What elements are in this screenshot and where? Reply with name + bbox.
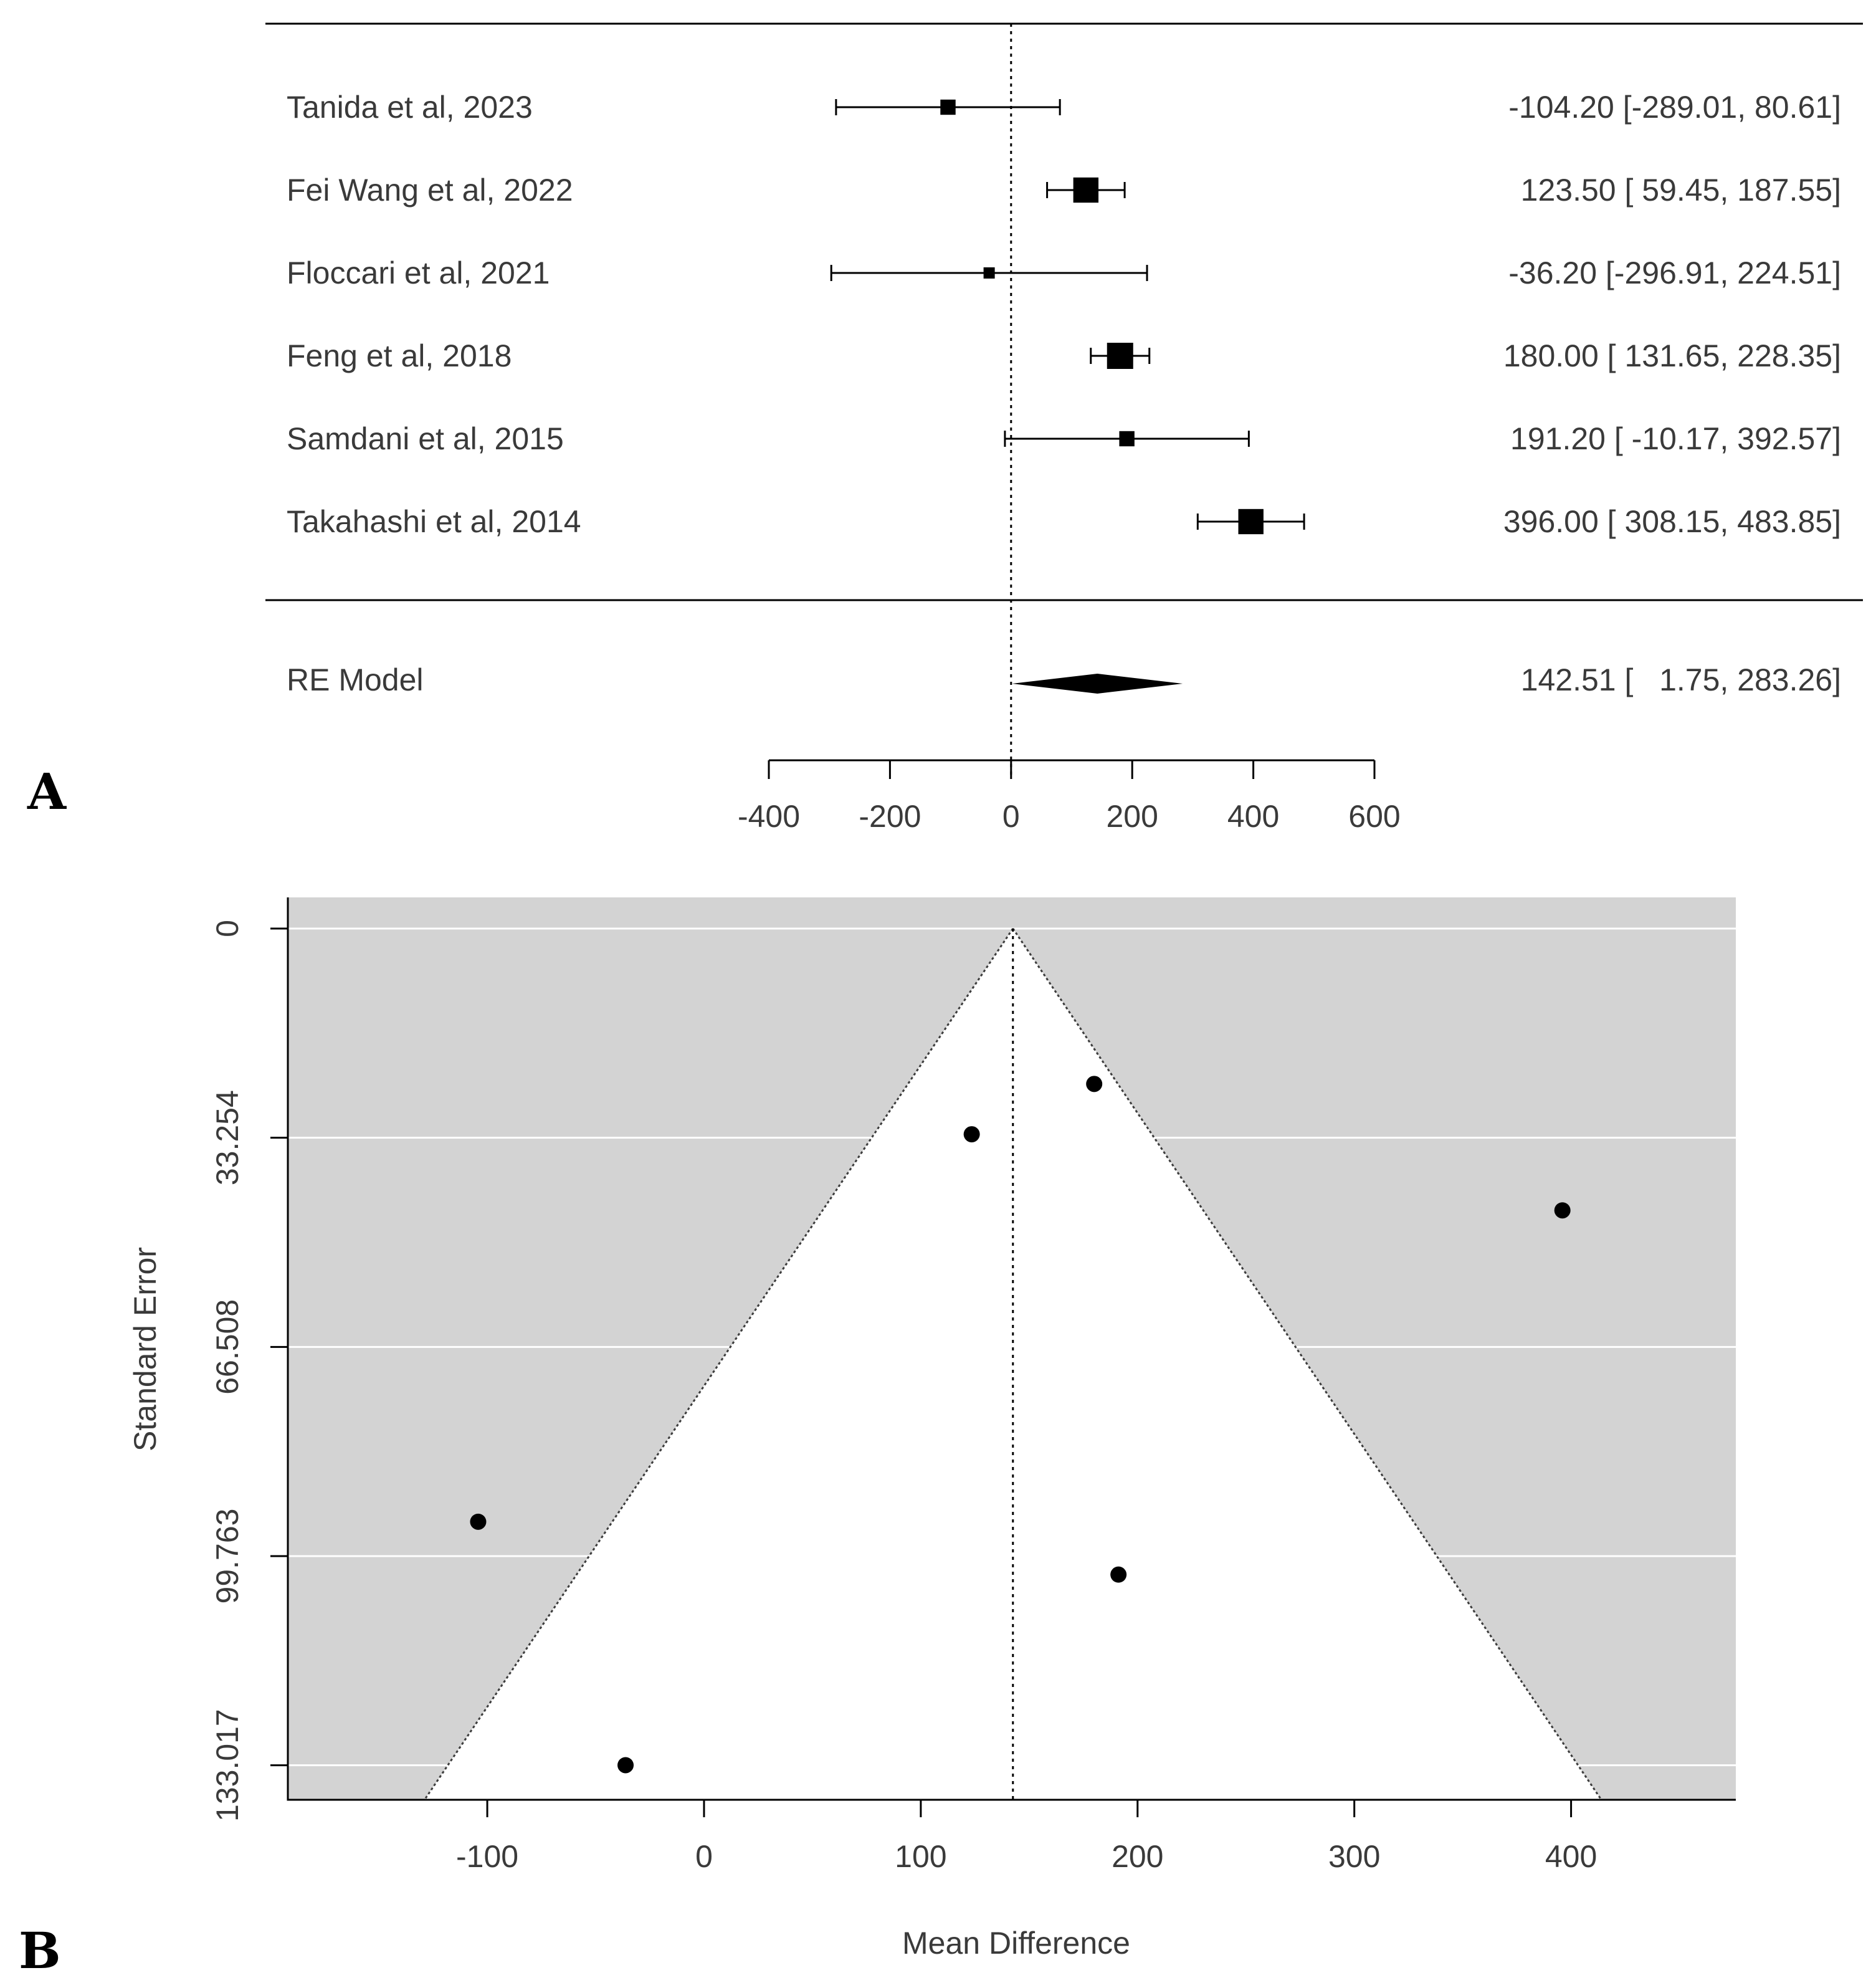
study-row: Fei Wang et al, 2022 123.50 [ 59.45, 187.… xyxy=(287,173,1841,208)
panel-label-b: B xyxy=(19,1921,61,1980)
funnel-x-tick-label: 0 xyxy=(695,1839,713,1874)
funnel-x-tick-label: 400 xyxy=(1545,1839,1597,1874)
point-estimate-square xyxy=(940,99,956,115)
funnel-points xyxy=(470,1076,1571,1774)
funnel-x-tick-label: 300 xyxy=(1328,1839,1380,1874)
forest-tick-label: 600 xyxy=(1348,799,1400,834)
funnel-point xyxy=(617,1757,634,1774)
funnel-x-tick-label: -100 xyxy=(456,1839,518,1874)
study-row: Takahashi et al, 2014 396.00 [ 308.15, 48… xyxy=(287,504,1841,539)
funnel-x-axis: -100 0 100 200 300 400 xyxy=(456,1800,1597,1874)
study-effect-value: 191.20 [ -10.17, 392.57] xyxy=(1510,421,1841,456)
funnel-point xyxy=(1086,1076,1103,1092)
funnel-gridlines xyxy=(288,927,1736,1767)
y-axis-title: Standard Error xyxy=(128,1247,163,1451)
study-label: Takahashi et al, 2014 xyxy=(287,504,581,539)
study-row: Floccari et al, 2021 -36.20 [-296.91, 224… xyxy=(287,256,1841,290)
funnel-y-tick-label: 99.763 xyxy=(210,1509,245,1604)
funnel-left-boundary xyxy=(424,928,1014,1800)
point-estimate-square xyxy=(1107,343,1133,369)
funnel-point xyxy=(963,1126,980,1143)
funnel-y-tick-label: 133.017 xyxy=(210,1709,245,1822)
forest-tick-label: -400 xyxy=(738,799,800,834)
study-effect-value: -104.20 [-289.01, 80.61] xyxy=(1508,90,1841,125)
forest-tick-label: 400 xyxy=(1227,799,1279,834)
study-effect-value: 396.00 [ 308.15, 483.85] xyxy=(1503,504,1841,539)
funnel-y-tick-label: 66.508 xyxy=(210,1299,245,1395)
study-label: Samdani et al, 2015 xyxy=(287,421,564,456)
funnel-y-axis: 0 33.254 66.508 99.763 133.017 xyxy=(210,920,288,1822)
forest-studies: Tanida et al, 2023 -104.20 [-289.01, 80.6… xyxy=(287,90,1841,539)
funnel-plot: -100 0 100 200 300 400 0 33.254 66.508 99.763 133… xyxy=(19,897,1736,1980)
funnel-right-boundary xyxy=(1012,928,1602,1800)
study-label: Floccari et al, 2021 xyxy=(287,256,550,290)
funnel-axes-frame xyxy=(287,897,1736,1801)
study-effect-value: -36.20 [-296.91, 224.51] xyxy=(1508,256,1841,290)
forest-tick-label: -200 xyxy=(859,799,921,834)
funnel-x-tick-label: 200 xyxy=(1112,1839,1163,1874)
point-estimate-square xyxy=(1119,431,1135,447)
point-estimate-square xyxy=(983,267,995,279)
summary-diamond xyxy=(1012,674,1183,694)
study-label: Tanida et al, 2023 xyxy=(287,90,533,125)
funnel-point xyxy=(1110,1566,1127,1583)
funnel-y-tick-label: 33.254 xyxy=(210,1090,245,1185)
study-effect-value: 180.00 [ 131.65, 228.35] xyxy=(1503,338,1841,373)
panel-label-a: A xyxy=(27,762,67,821)
forest-tick-label: 0 xyxy=(1002,799,1020,834)
forest-tick-label: 200 xyxy=(1106,799,1158,834)
study-effect-value: 123.50 [ 59.45, 187.55] xyxy=(1521,173,1841,208)
study-label: Fei Wang et al, 2022 xyxy=(287,173,573,208)
summary-value: 142.51 [ 1.75, 283.26] xyxy=(1521,662,1841,697)
forest-x-axis: -400 -200 0 200 400 600 xyxy=(738,759,1401,834)
study-row: Samdani et al, 2015 191.20 [ -10.17, 392.… xyxy=(287,421,1841,456)
x-axis-title: Mean Difference xyxy=(902,1926,1130,1961)
summary-label: RE Model xyxy=(287,662,424,697)
funnel-y-tick-label: 0 xyxy=(210,920,245,937)
study-row: Feng et al, 2018 180.00 [ 131.65, 228.35] xyxy=(287,338,1841,373)
funnel-point xyxy=(1554,1202,1571,1219)
point-estimate-square xyxy=(1238,509,1264,535)
study-label: Feng et al, 2018 xyxy=(287,338,512,373)
funnel-x-tick-label: 100 xyxy=(895,1839,946,1874)
point-estimate-square xyxy=(1073,177,1099,203)
forest-plot: Tanida et al, 2023 -104.20 [-289.01, 80.6… xyxy=(27,22,1863,834)
funnel-point xyxy=(470,1513,487,1530)
study-row: Tanida et al, 2023 -104.20 [-289.01, 80.6… xyxy=(287,90,1841,125)
